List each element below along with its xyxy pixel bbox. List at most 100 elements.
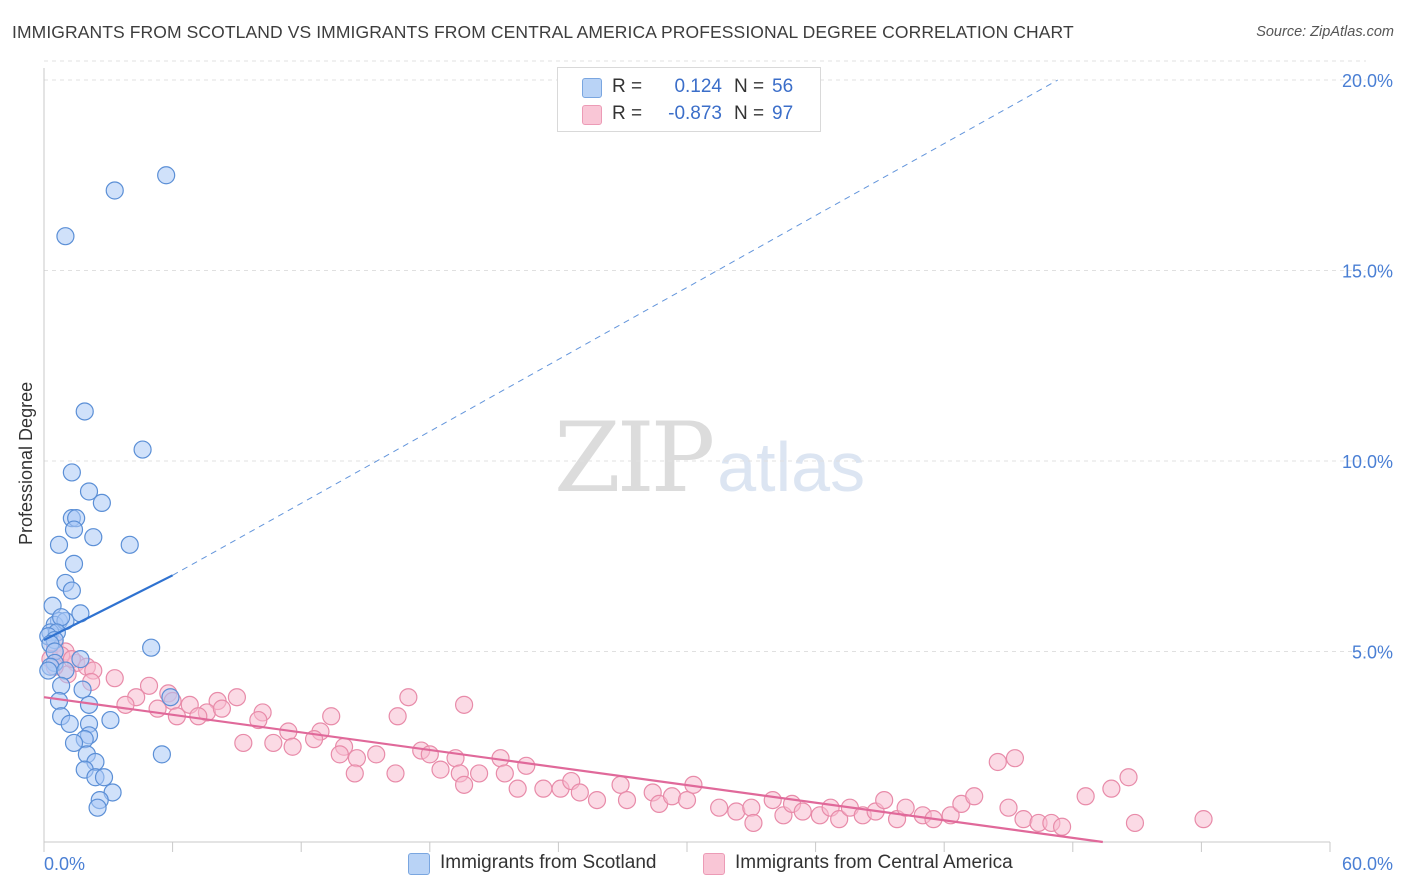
watermark: ZIPatlas: [554, 402, 865, 514]
central-america-point: [367, 745, 386, 764]
n-label: N =: [734, 76, 765, 97]
central-america-point: [1119, 768, 1138, 787]
central-america-swatch: [703, 853, 725, 875]
y-axis-label: Professional Degree: [16, 381, 36, 545]
x-tick-label: 60.0%: [1342, 854, 1393, 874]
source-credit: Source: ZipAtlas.com: [1256, 24, 1394, 40]
central-america-point: [1076, 787, 1095, 806]
scotland-point: [52, 608, 71, 627]
watermark-atlas: atlas: [717, 428, 866, 506]
scotland-point: [133, 440, 152, 459]
y-tick-label: 20.0%: [1342, 71, 1393, 91]
central-america-point: [830, 810, 849, 829]
scotland-point: [62, 581, 81, 600]
scotland-point: [62, 463, 81, 482]
central-america-point: [517, 756, 536, 775]
scotland-point: [88, 798, 107, 817]
central-america-point: [431, 760, 450, 779]
central-america-point: [999, 798, 1018, 817]
central-america-point: [988, 752, 1007, 772]
central-america-point: [388, 707, 407, 726]
central-america-point: [469, 764, 489, 783]
central-america-point: [965, 787, 984, 806]
central-america-point: [662, 787, 682, 806]
central-america-point: [249, 710, 268, 730]
legend-label-scotland: Immigrants from Scotland: [440, 852, 657, 873]
central-america-point: [1194, 810, 1213, 829]
scotland-trend-line: [43, 574, 174, 642]
central-america-point: [710, 798, 729, 817]
trend-lines: [43, 79, 1103, 844]
central-america-point: [727, 802, 746, 821]
n-label: N =: [734, 103, 765, 124]
scotland-point: [101, 710, 120, 730]
scotland-point: [157, 166, 176, 185]
central-america-point: [322, 707, 341, 726]
tick-labels: 5.0% 10.0% 15.0% 20.0% 0.0% 60.0%: [44, 71, 1393, 874]
scotland-point: [142, 638, 161, 657]
central-america-point: [534, 779, 553, 798]
central-america-point: [264, 733, 283, 753]
scotland-point: [120, 535, 139, 554]
central-america-point: [454, 775, 474, 794]
grid-lines: [44, 60, 1366, 652]
scotland-point: [64, 554, 84, 573]
central-america-point: [105, 669, 124, 688]
scotland-point: [56, 227, 75, 246]
scotland-point: [92, 493, 111, 513]
central-america-trend-line: [43, 696, 1103, 844]
central-america-point: [1125, 813, 1145, 833]
scotland-point: [94, 768, 114, 787]
central-america-point: [1052, 817, 1072, 836]
central-america-point: [793, 802, 812, 821]
central-america-points: [41, 634, 1213, 836]
r-value: -0.873: [668, 103, 722, 124]
scotland-point: [105, 181, 124, 200]
n-value: 97: [772, 103, 794, 124]
central-america-point: [212, 699, 231, 718]
scotland-points: [39, 166, 180, 817]
x-tick-label: 0.0%: [44, 854, 85, 874]
scotland-point: [75, 402, 94, 421]
scotland-point: [39, 661, 58, 680]
y-tick-label: 5.0%: [1352, 643, 1393, 663]
central-america-point: [677, 790, 697, 810]
central-america-point: [330, 745, 349, 764]
scotland-point: [52, 676, 71, 695]
central-america-point: [1102, 779, 1121, 798]
n-value: 56: [772, 76, 794, 97]
scotland-point: [56, 661, 75, 680]
scotland-point: [64, 733, 84, 753]
central-america-point: [1014, 810, 1033, 829]
r-label: R =: [612, 76, 643, 97]
central-america-point: [742, 798, 761, 817]
central-america-point: [570, 783, 589, 802]
y-tick-label: 15.0%: [1342, 262, 1393, 282]
r-value: 0.124: [674, 76, 722, 97]
central-america-point: [347, 749, 367, 768]
central-america-swatch: [582, 105, 602, 125]
scotland-point: [49, 535, 69, 554]
central-america-point: [386, 764, 405, 783]
central-america-point: [611, 775, 630, 794]
watermark-zip: ZIP: [554, 402, 715, 514]
central-america-point: [283, 737, 302, 756]
central-america-point: [399, 688, 418, 707]
central-america-point: [227, 688, 246, 707]
central-america-point: [139, 676, 159, 695]
r-label: R =: [612, 103, 643, 124]
scotland-swatch: [408, 853, 430, 875]
central-america-point: [495, 764, 514, 783]
central-america-point: [744, 813, 763, 833]
scotland-point: [73, 680, 92, 699]
scotland-point: [79, 482, 99, 501]
scotland-point: [84, 528, 103, 547]
scotland-point: [60, 714, 79, 733]
legend-label-central-america: Immigrants from Central America: [735, 852, 1013, 873]
scotland-trend-extension: [172, 79, 1059, 576]
central-america-point: [1005, 749, 1025, 768]
central-america-point: [763, 790, 782, 810]
chart-title: IMMIGRANTS FROM SCOTLAND VS IMMIGRANTS F…: [12, 22, 1074, 42]
central-america-point: [116, 695, 135, 714]
axes: [43, 68, 1331, 852]
